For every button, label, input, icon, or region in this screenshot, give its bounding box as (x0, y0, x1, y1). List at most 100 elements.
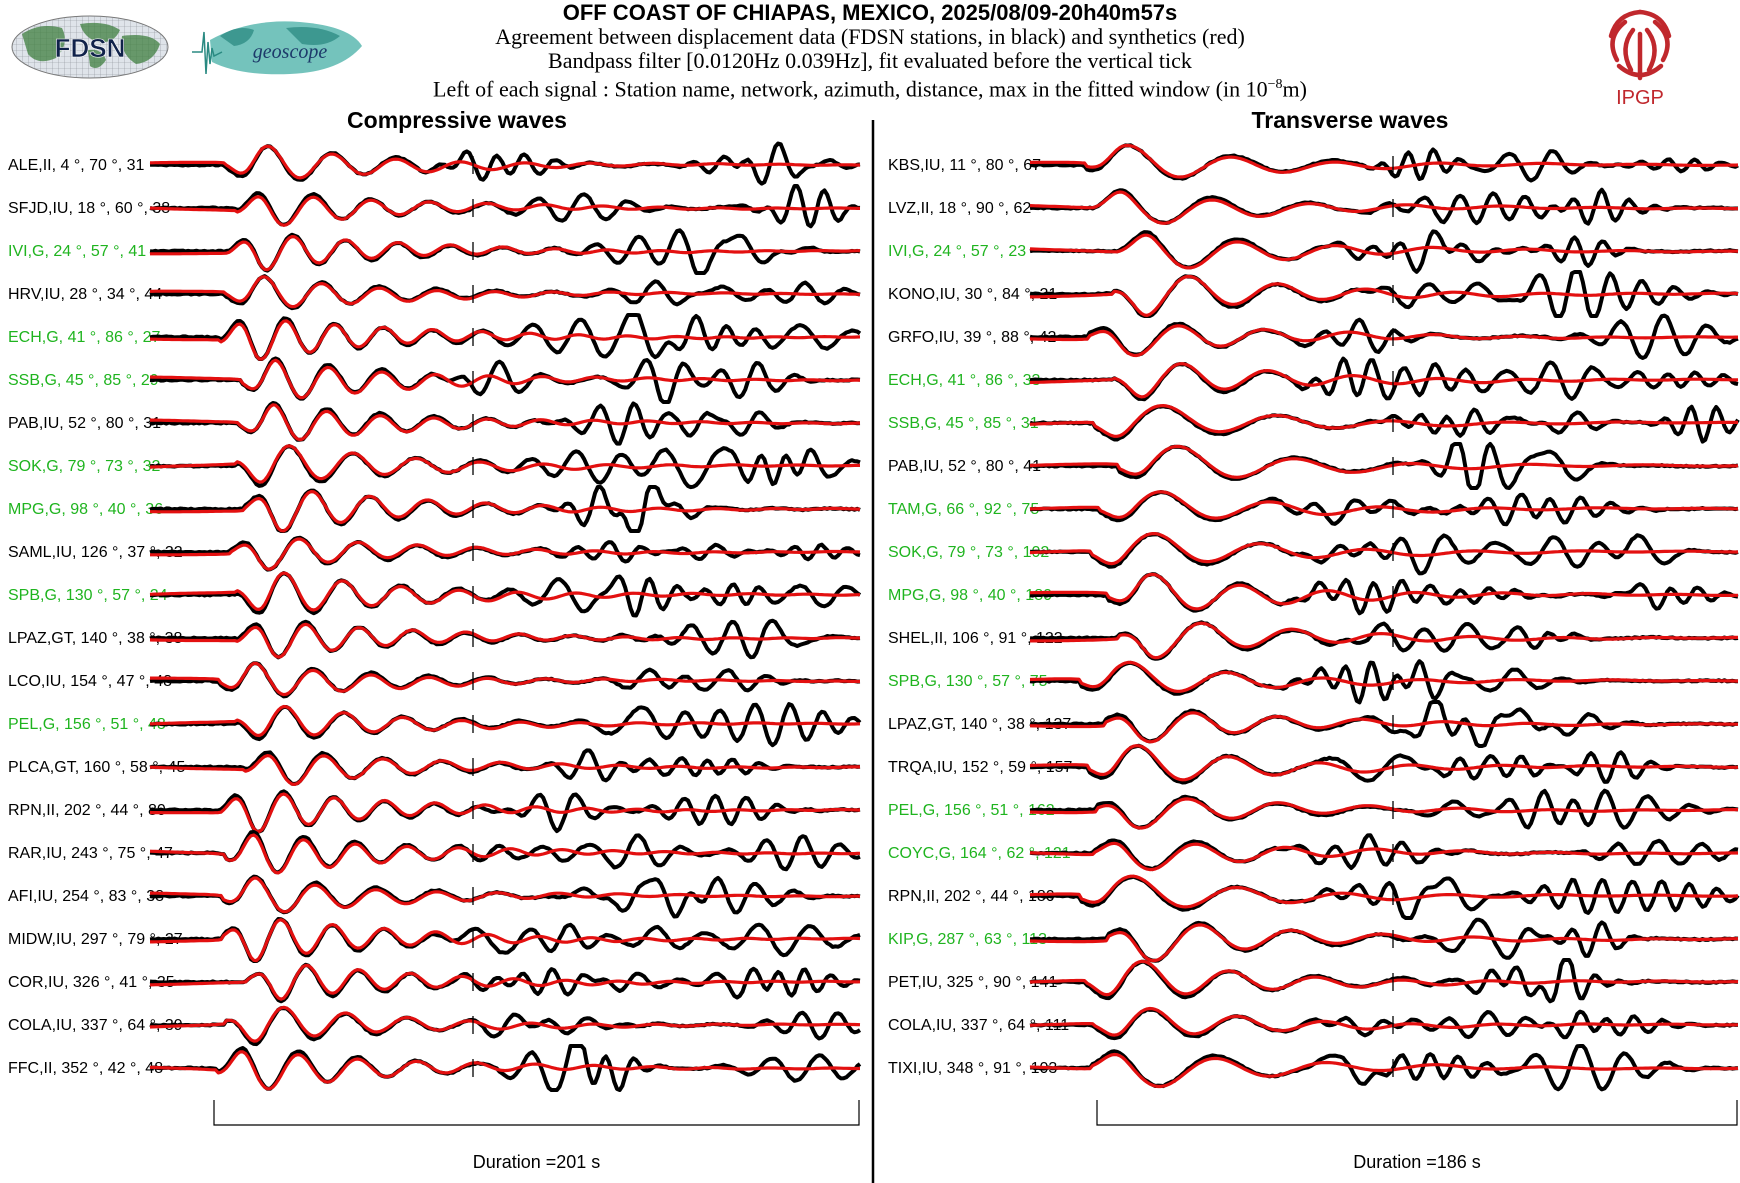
synthetic-trace (1029, 233, 1739, 270)
synthetic-trace (149, 754, 860, 786)
duration-bracket (213, 1100, 860, 1126)
synthetic-trace (150, 876, 861, 914)
station-label: COLA,IU, 337 °, 64 °, 111 (888, 1017, 1069, 1034)
geoscope-logo-text: geoscope (253, 41, 328, 63)
station-label: SPB,G, 130 °, 57 °, 75 (888, 673, 1048, 690)
compressive-waves-panel: Compressive waves ALE,II, 4 °, 70 °, 31 SF… (8, 107, 862, 1172)
station-label: COLA,IU, 337 °, 64 °, 39 (8, 1017, 183, 1034)
synthetic-trace (150, 918, 861, 963)
station-label: SPB,G, 130 °, 57 °, 24 (8, 587, 168, 604)
station-row: PAB,IU, 52 °, 80 °, 41 (888, 442, 1739, 490)
station-label: KIP,G, 287 °, 63 °, 113 (888, 931, 1047, 948)
station-row: SOK,G, 79 °, 73 °, 32 (8, 444, 861, 490)
synthetic-trace (1029, 444, 1739, 479)
station-row: PEL,G, 156 °, 51 °, 48 (8, 702, 862, 748)
station-row: IVI,G, 24 °, 57 °, 23 (888, 229, 1739, 274)
station-row: SPB,G, 130 °, 57 °, 24 (8, 571, 862, 618)
station-label: PAB,IU, 52 °, 80 °, 41 (888, 458, 1041, 475)
station-label: SHEL,II, 106 °, 91 °, 122 (888, 630, 1063, 647)
panel-title: Compressive waves (347, 107, 567, 133)
synthetic-trace (1029, 490, 1739, 520)
station-row: KIP,G, 287 °, 63 °, 113 (888, 917, 1739, 963)
station-label: ALE,II, 4 °, 70 °, 31 (8, 157, 145, 174)
station-label: LPAZ,GT, 140 °, 38 °, 137 (888, 716, 1071, 733)
station-row: SSB,G, 45 °, 85 °, 31 (888, 404, 1740, 444)
station-row: PAB,IU, 52 °, 80 °, 31 (8, 401, 861, 446)
synthetic-trace (1029, 797, 1738, 830)
station-label: COYC,G, 164 °, 62 °, 121 (888, 845, 1071, 862)
station-row: SFJD,IU, 18 °, 60 °, 38 (8, 184, 861, 229)
synthetic-trace (149, 963, 861, 1001)
station-label: SOK,G, 79 °, 73 °, 32 (8, 458, 161, 475)
ipgp-logo: IPGP (1608, 9, 1672, 109)
station-label: KONO,IU, 30 °, 84 °, 21 (888, 286, 1057, 303)
synthetic-trace (1029, 744, 1738, 782)
station-row: RPN,II, 202 °, 44 °, 80 (8, 789, 861, 834)
station-row: PLCA,GT, 160 °, 58 °, 45 (8, 748, 861, 786)
station-row: SPB,G, 130 °, 57 °, 75 (888, 659, 1739, 705)
synthetic-trace (1029, 660, 1739, 693)
duration-label: Duration =186 s (1353, 1152, 1481, 1172)
station-label: AFI,IU, 254 °, 83 °, 38 (8, 888, 164, 905)
synthetic-trace (1030, 621, 1738, 660)
station-row: ECH,G, 41 °, 86 °, 27 (8, 313, 862, 361)
station-label: SAML,IU, 126 °, 37 °, 32 (8, 544, 183, 561)
fdsn-logo: FDSN (11, 15, 169, 79)
station-row: TIXI,IU, 348 °, 91 °, 103 (888, 1044, 1739, 1092)
station-label: ECH,G, 41 °, 86 °, 33 (888, 372, 1041, 389)
station-row: TAM,G, 66 °, 92 °, 75 (888, 490, 1739, 527)
synthetic-trace (149, 792, 860, 834)
station-label: IVI,G, 24 °, 57 °, 41 (8, 243, 146, 260)
synthetic-trace (150, 235, 861, 272)
synthetic-trace (1029, 362, 1738, 399)
synthetic-trace (150, 537, 861, 571)
station-row: TRQA,IU, 152 °, 59 °, 157 (888, 743, 1739, 785)
data-trace (149, 184, 861, 229)
station-row: ECH,G, 41 °, 86 °, 33 (888, 356, 1739, 402)
panel-title: Transverse waves (1252, 107, 1449, 133)
station-row: COR,IU, 326 °, 41 °, 35 (8, 962, 861, 1004)
synthetic-trace (150, 403, 860, 442)
station-label: ECH,G, 41 °, 86 °, 27 (8, 329, 161, 346)
synthetic-trace (1030, 274, 1739, 317)
synthetic-trace (149, 1005, 861, 1043)
data-trace (1029, 532, 1739, 576)
station-row: SOK,G, 79 °, 73 °, 102 (888, 532, 1739, 576)
figure-subtitle-1: Agreement between displacement data (FDS… (495, 24, 1245, 49)
subtitle-3-suffix: m) (1282, 76, 1307, 102)
station-label: LPAZ,GT, 140 °, 38 °, 38 (8, 630, 182, 647)
station-label: SSB,G, 45 °, 85 °, 31 (888, 415, 1039, 432)
synthetic-trace (1029, 324, 1738, 358)
station-row: HRV,IU, 28 °, 34 °, 44 (8, 274, 861, 311)
synthetic-trace (149, 195, 860, 227)
subtitle-3-prefix: Left of each signal : Station name, netw… (433, 76, 1268, 102)
station-label: SOK,G, 79 °, 73 °, 102 (888, 544, 1049, 561)
station-label: MIDW,IU, 297 °, 79 °, 27 (8, 931, 183, 948)
data-trace (149, 748, 861, 786)
station-label: GRFO,IU, 39 °, 88 °, 42 (888, 329, 1057, 346)
station-label: TIXI,IU, 348 °, 91 °, 103 (888, 1060, 1057, 1077)
station-label: COR,IU, 326 °, 41 °, 35 (8, 974, 175, 991)
station-label: PET,IU, 325 °, 90 °, 141 (888, 974, 1057, 991)
synthetic-trace (150, 144, 861, 180)
synthetic-trace (1029, 711, 1738, 744)
station-row: LPAZ,GT, 140 °, 38 °, 137 (888, 700, 1739, 748)
station-label: FFC,II, 352 °, 42 °, 48 (8, 1060, 163, 1077)
synthetic-trace (1029, 532, 1738, 566)
station-label: HRV,IU, 28 °, 34 °, 44 (8, 286, 162, 303)
station-row: IVI,G, 24 °, 57 °, 41 (8, 228, 861, 275)
synthetic-trace (150, 275, 861, 309)
synthetic-trace (149, 704, 861, 738)
station-row: MPG,G, 98 °, 40 °, 180 (888, 572, 1739, 616)
station-row: LVZ,II, 18 °, 90 °, 62 (888, 187, 1738, 226)
synthetic-trace (1029, 874, 1738, 909)
station-label: SSB,G, 45 °, 85 °, 29 (8, 372, 159, 389)
synthetic-trace (1029, 404, 1738, 438)
station-row: GRFO,IU, 39 °, 88 °, 42 (888, 313, 1739, 360)
synthetic-trace (150, 661, 860, 697)
transverse-waves-panel: Transverse waves KBS,IU, 11 °, 80 °, 67 LV… (888, 107, 1740, 1172)
station-label: PLCA,GT, 160 °, 58 °, 45 (8, 759, 185, 776)
synthetic-trace (149, 444, 860, 484)
station-label: RAR,IU, 243 °, 75 °, 47 (8, 845, 173, 862)
